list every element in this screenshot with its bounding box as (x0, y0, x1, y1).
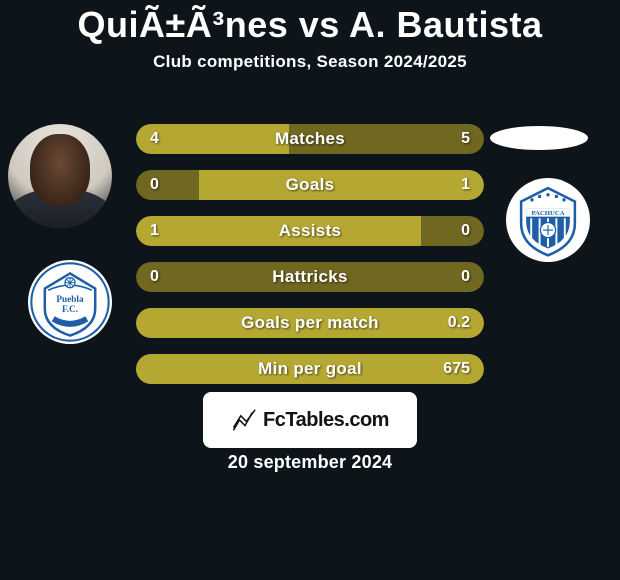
svg-text:PACHUCA: PACHUCA (531, 210, 564, 217)
stat-label: Matches (136, 124, 484, 154)
club-crest-right: PACHUCA (506, 178, 590, 262)
stat-value-right: 0 (461, 262, 470, 292)
stat-label: Hattricks (136, 262, 484, 292)
stat-value-left: 1 (150, 216, 159, 246)
stat-label: Assists (136, 216, 484, 246)
brand-text: FcTables.com (263, 409, 389, 432)
stat-value-left: 4 (150, 124, 159, 154)
footer-date: 20 september 2024 (0, 452, 620, 473)
stat-value-right: 0.2 (448, 308, 470, 338)
svg-text:Puebla: Puebla (56, 294, 84, 304)
stat-label: Goals per match (136, 308, 484, 338)
stat-label: Min per goal (136, 354, 484, 384)
brand-badge: FcTables.com (203, 392, 417, 448)
page-subtitle: Club competitions, Season 2024/2025 (0, 52, 620, 72)
stat-row: Hattricks0 0 (136, 262, 484, 292)
infographic-card: QuiÃ±Ã³nes vs A. Bautista Club competiti… (0, 0, 620, 580)
page-title: QuiÃ±Ã³nes vs A. Bautista (0, 0, 620, 46)
svg-text:F.C.: F.C. (62, 304, 78, 314)
player-photo-right (490, 126, 588, 150)
player-photo-left (8, 124, 112, 228)
stat-value-right: 1 (461, 170, 470, 200)
stat-row: Assists1 0 (136, 216, 484, 246)
stat-row: Goals0 1 (136, 170, 484, 200)
stat-value-left: 0 (150, 170, 159, 200)
club-crest-left: Puebla F.C. (28, 260, 112, 344)
stat-value-left: 0 (150, 262, 159, 292)
stat-row: Min per goal675 (136, 354, 484, 384)
stat-row: Matches4 5 (136, 124, 484, 154)
stat-row: Goals per match0.2 (136, 308, 484, 338)
stat-label: Goals (136, 170, 484, 200)
brand-icon (231, 406, 259, 434)
stat-value-right: 675 (443, 354, 470, 384)
stats-panel: Matches45Goals01Assists10Hattricks00Goal… (136, 124, 484, 400)
stat-value-right: 0 (461, 216, 470, 246)
stat-value-right: 5 (461, 124, 470, 154)
